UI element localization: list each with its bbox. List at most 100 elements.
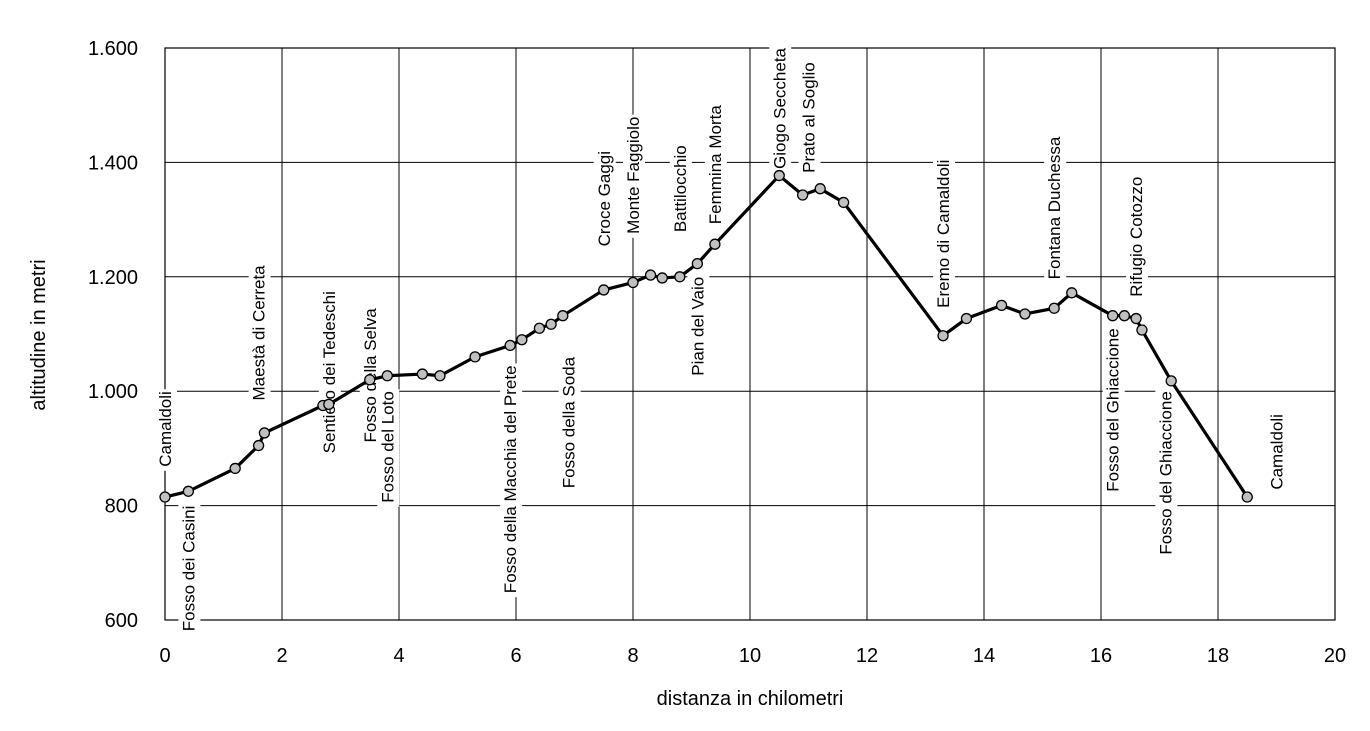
place-label-background	[1102, 326, 1125, 496]
waypoint-marker	[627, 276, 639, 289]
waypoint-marker	[229, 462, 241, 475]
waypoint-marker	[1118, 310, 1131, 322]
waypoint-marker	[1019, 308, 1031, 320]
place-label: Sentiero dei Tedeschi	[318, 289, 341, 458]
place-labels: Camaldoli Fosso dei Casini Maestà di Cerre…	[155, 46, 1289, 636]
waypoint-marker	[797, 189, 809, 201]
place-label-text: Croce Gaggi	[595, 151, 614, 246]
waypoint-marker	[1107, 310, 1119, 322]
place-label: Fosso del Ghiaccione	[1155, 389, 1178, 559]
x-tick-label: 4	[393, 645, 404, 667]
x-tick-label: 8	[627, 645, 638, 667]
place-label-text: Monte Faggiolo	[624, 117, 643, 234]
place-label-background	[318, 289, 341, 458]
place-label: Battilocchio	[669, 143, 692, 237]
waypoint-marker	[557, 310, 569, 322]
waypoint-marker	[1130, 312, 1142, 325]
y-tick-label: 600	[105, 610, 138, 632]
waypoint-marker	[960, 312, 973, 325]
waypoint-marker	[504, 339, 516, 352]
place-label-text: Rifugio Cotozzo	[1127, 177, 1146, 297]
place-label: Camaldoli	[155, 389, 177, 471]
place-label-text: Giogo Seccheta	[770, 47, 789, 169]
y-tick-label: 1.400	[88, 152, 138, 174]
x-tick-label: 0	[159, 645, 170, 667]
waypoint-marker	[469, 351, 481, 363]
place-label-background	[593, 148, 616, 251]
place-label: Camaldoli	[1266, 412, 1289, 494]
waypoint-marker	[644, 269, 657, 281]
place-label-text: Fosso del Ghiaccione	[1156, 391, 1175, 554]
place-label-text: Prato al Soglio	[800, 62, 819, 173]
y-tick-label: 800	[105, 496, 138, 518]
waypoint-marker	[516, 334, 528, 346]
place-label-text: Camaldoli	[156, 391, 175, 467]
place-label-text: Fosso della Macchia del Prete	[501, 365, 520, 593]
x-tick-label: 20	[1324, 645, 1346, 667]
place-label: Fosso della Soda	[558, 354, 581, 493]
waypoint-marker	[159, 491, 171, 503]
x-tick-label: 10	[739, 645, 761, 667]
waypoint-marker	[814, 183, 826, 195]
place-label-text: Pian del Vaio	[688, 277, 707, 376]
place-label: Pian del Vaio	[687, 274, 710, 380]
waypoint-marker	[252, 439, 265, 452]
place-label: Eremo di Camaldoli	[933, 157, 956, 312]
waypoint-marker	[995, 299, 1008, 312]
place-label-background	[687, 274, 710, 380]
waypoint-marker	[773, 169, 785, 182]
x-axis-tick-labels: 0 2 4 6 8 10 12 14 16 18 20	[159, 645, 1346, 667]
place-label: Monte Faggiolo	[623, 114, 645, 238]
place-label-text: Maestà di Cerreta	[250, 265, 269, 401]
waypoint-marker	[674, 271, 686, 283]
place-label-text: Fosso del Ghiaccione	[1104, 328, 1123, 491]
place-label-text: Fosso della Soda	[560, 356, 579, 488]
waypoint-marker	[1136, 324, 1148, 336]
plot-frame	[164, 47, 1336, 621]
place-label-background	[769, 46, 792, 173]
waypoint-marker	[937, 330, 949, 342]
place-label-background	[623, 114, 645, 238]
place-label-text: Fosso del Loto	[378, 391, 397, 503]
place-label-text: Fosso dei Casini	[179, 506, 198, 632]
place-label-background	[1155, 389, 1178, 559]
y-tick-label: 1.600	[88, 38, 138, 60]
waypoint-marker	[545, 318, 557, 330]
place-label: Fosso del Ghiaccione	[1102, 326, 1125, 496]
waypoint-marker	[656, 272, 668, 284]
waypoint-marker	[837, 196, 850, 209]
place-label: Fosso del Loto	[377, 389, 400, 507]
place-label-text: Fontana Duchessa	[1045, 136, 1064, 279]
place-label-background	[1126, 174, 1149, 301]
place-label-background	[1044, 134, 1067, 284]
place-label: Femmina Morta	[704, 103, 727, 229]
x-tick-label: 6	[510, 645, 521, 667]
place-label: Fosso della Macchia del Prete	[500, 363, 523, 598]
place-label-background	[500, 363, 523, 598]
x-tick-label: 18	[1207, 645, 1229, 667]
place-label-text: Sentiero dei Tedeschi	[320, 291, 339, 453]
x-axis-title: distanza in chilometri	[657, 688, 844, 710]
waypoint-marker	[1048, 302, 1060, 314]
place-label-background	[933, 157, 956, 312]
place-label: Croce Gaggi	[593, 148, 616, 251]
y-axis-title: altitudine in metri	[28, 259, 50, 410]
y-axis-tick-labels: 600 800 1.000 1.200 1.400 1.600	[88, 38, 138, 632]
waypoint-marker	[434, 370, 446, 382]
y-tick-label: 1.200	[88, 267, 138, 289]
x-tick-label: 12	[856, 645, 878, 667]
waypoint-marker	[381, 370, 393, 382]
waypoint-marker	[182, 485, 195, 497]
place-label-background	[704, 103, 727, 229]
waypoint-marker	[691, 257, 703, 270]
waypoint-marker	[1066, 287, 1078, 299]
place-label-background	[558, 354, 581, 493]
y-tick-label: 1.000	[88, 381, 138, 403]
place-label: Fosso dei Casini	[178, 503, 201, 636]
place-label-text: Battilocchio	[671, 145, 690, 232]
waypoint-marker	[364, 374, 376, 386]
elevation-line	[164, 173, 1249, 499]
place-label: Prato al Soglio	[798, 60, 821, 177]
waypoint-marker	[258, 427, 271, 439]
